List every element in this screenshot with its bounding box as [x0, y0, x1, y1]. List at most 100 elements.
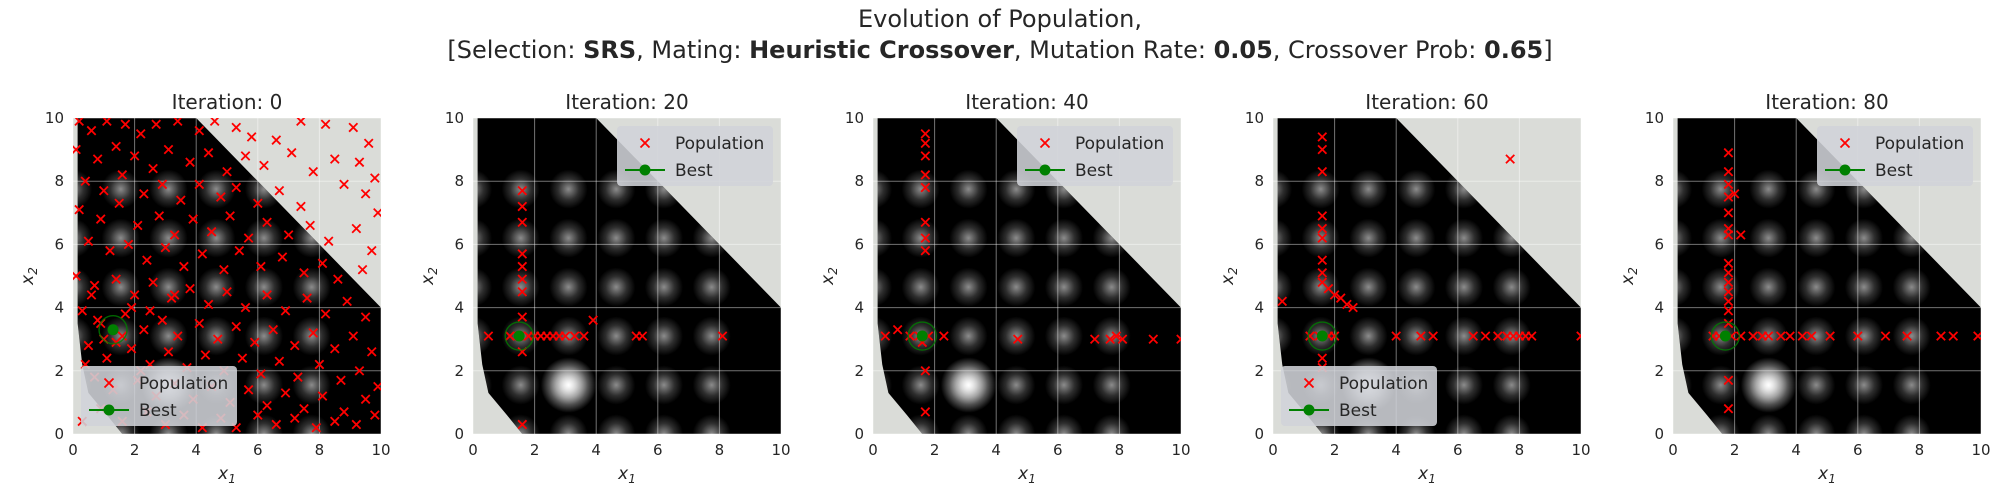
- population-point: [1735, 230, 1746, 240]
- population-point: [348, 331, 359, 341]
- y-tick-label: 10: [845, 109, 864, 127]
- population-point: [1342, 299, 1352, 310]
- x-tick-label: 0: [68, 441, 78, 459]
- population-series: [73, 118, 381, 433]
- population-series: [880, 128, 1181, 417]
- population-point: [1936, 331, 1946, 341]
- population-point: [1723, 277, 1734, 288]
- legend-best-label: Best: [1339, 401, 1377, 421]
- population-point: [1735, 331, 1746, 341]
- x-axis-label: x1: [1017, 464, 1036, 486]
- population-point: [351, 223, 362, 234]
- population-point: [73, 271, 81, 281]
- population-point: [1723, 305, 1734, 316]
- population-point: [939, 331, 949, 341]
- x-tick-label: 2: [530, 441, 540, 459]
- legend: Population Best: [1017, 126, 1173, 186]
- population-point: [243, 384, 254, 395]
- y-axis-label: x2: [1218, 267, 1240, 286]
- population-point: [1348, 302, 1358, 313]
- population-point: [256, 369, 266, 379]
- population-point: [1277, 296, 1288, 307]
- population-point: [95, 214, 106, 224]
- population-point: [320, 119, 331, 130]
- x-tick-label: 8: [315, 441, 325, 459]
- population-point: [145, 305, 155, 316]
- x-axis-label: x1: [1817, 464, 1836, 486]
- legend: Population Best: [1281, 366, 1437, 426]
- legend: Population Best: [81, 366, 237, 426]
- y-tick-label: 4: [1654, 299, 1664, 317]
- population-point: [283, 230, 294, 240]
- population-point: [249, 337, 260, 348]
- population-series: [483, 185, 728, 430]
- y-axis-label: x2: [18, 267, 40, 286]
- population-point: [219, 264, 229, 275]
- population-point: [317, 258, 328, 269]
- population-point: [1763, 331, 1774, 341]
- population-point: [203, 147, 214, 158]
- population-point: [105, 245, 115, 256]
- population-point: [1948, 331, 1959, 341]
- population-point: [311, 422, 322, 433]
- population-point: [329, 416, 340, 427]
- population-point: [314, 359, 325, 370]
- population-point: [203, 299, 214, 310]
- population-point: [892, 324, 903, 335]
- population-point: [920, 217, 931, 228]
- population-point: [222, 286, 232, 297]
- population-point: [86, 125, 97, 136]
- y-tick-label: 10: [1245, 109, 1264, 127]
- population-point: [1317, 268, 1328, 278]
- population-series: [1708, 147, 1981, 414]
- population-point: [1723, 286, 1734, 297]
- population-point: [1723, 147, 1734, 158]
- legend-population-marker: [1039, 137, 1051, 149]
- population-point: [274, 185, 285, 196]
- population-point: [86, 290, 97, 300]
- figure-title: Evolution of Population, [Selection: SRS…: [0, 4, 2000, 66]
- population-point: [1117, 334, 1128, 345]
- population-point: [320, 309, 331, 319]
- subplot-0: Iteration: 0 0 2 4 6 8 10 0 2 4 6 8 10 x1 x2 Population…: [18, 90, 391, 486]
- x-tick-label: 10: [1971, 441, 1990, 459]
- x-tick-label: 0: [1668, 441, 1678, 459]
- legend-population-label: Population: [1875, 134, 1964, 154]
- population-point: [1416, 331, 1426, 341]
- figure-title-part: [Selection:: [447, 36, 584, 64]
- population-point: [1505, 154, 1515, 164]
- y-tick-label: 0: [1254, 425, 1264, 443]
- population-point: [560, 331, 571, 341]
- x-tick-label: 6: [1853, 441, 1863, 459]
- population-point: [1576, 331, 1581, 341]
- population-point: [139, 189, 149, 199]
- population-point: [517, 286, 528, 297]
- x-tick-label: 6: [1053, 441, 1063, 459]
- population-point: [354, 365, 365, 376]
- population-point: [305, 220, 315, 231]
- population-point: [246, 132, 257, 142]
- population-point: [1785, 331, 1795, 341]
- population-point: [271, 419, 282, 430]
- population-point: [252, 198, 263, 209]
- population-point: [483, 331, 494, 341]
- population-point: [920, 233, 931, 243]
- population-point: [905, 331, 915, 341]
- population-point: [329, 154, 340, 164]
- population-point: [74, 118, 84, 126]
- population-point: [262, 217, 272, 228]
- population-point: [517, 249, 528, 259]
- population-point: [517, 274, 528, 284]
- x-tick-label: 10: [371, 441, 390, 459]
- y-tick-label: 8: [854, 172, 864, 190]
- population-point: [175, 195, 186, 205]
- population-point: [262, 400, 272, 411]
- legend-population-label: Population: [675, 134, 764, 154]
- population-point: [197, 249, 208, 259]
- population-point: [237, 353, 248, 363]
- legend-best-label: Best: [139, 401, 177, 421]
- population-point: [148, 277, 158, 288]
- population-point: [83, 340, 94, 351]
- x-tick-label: 6: [253, 441, 263, 459]
- y-tick-label: 4: [454, 299, 464, 317]
